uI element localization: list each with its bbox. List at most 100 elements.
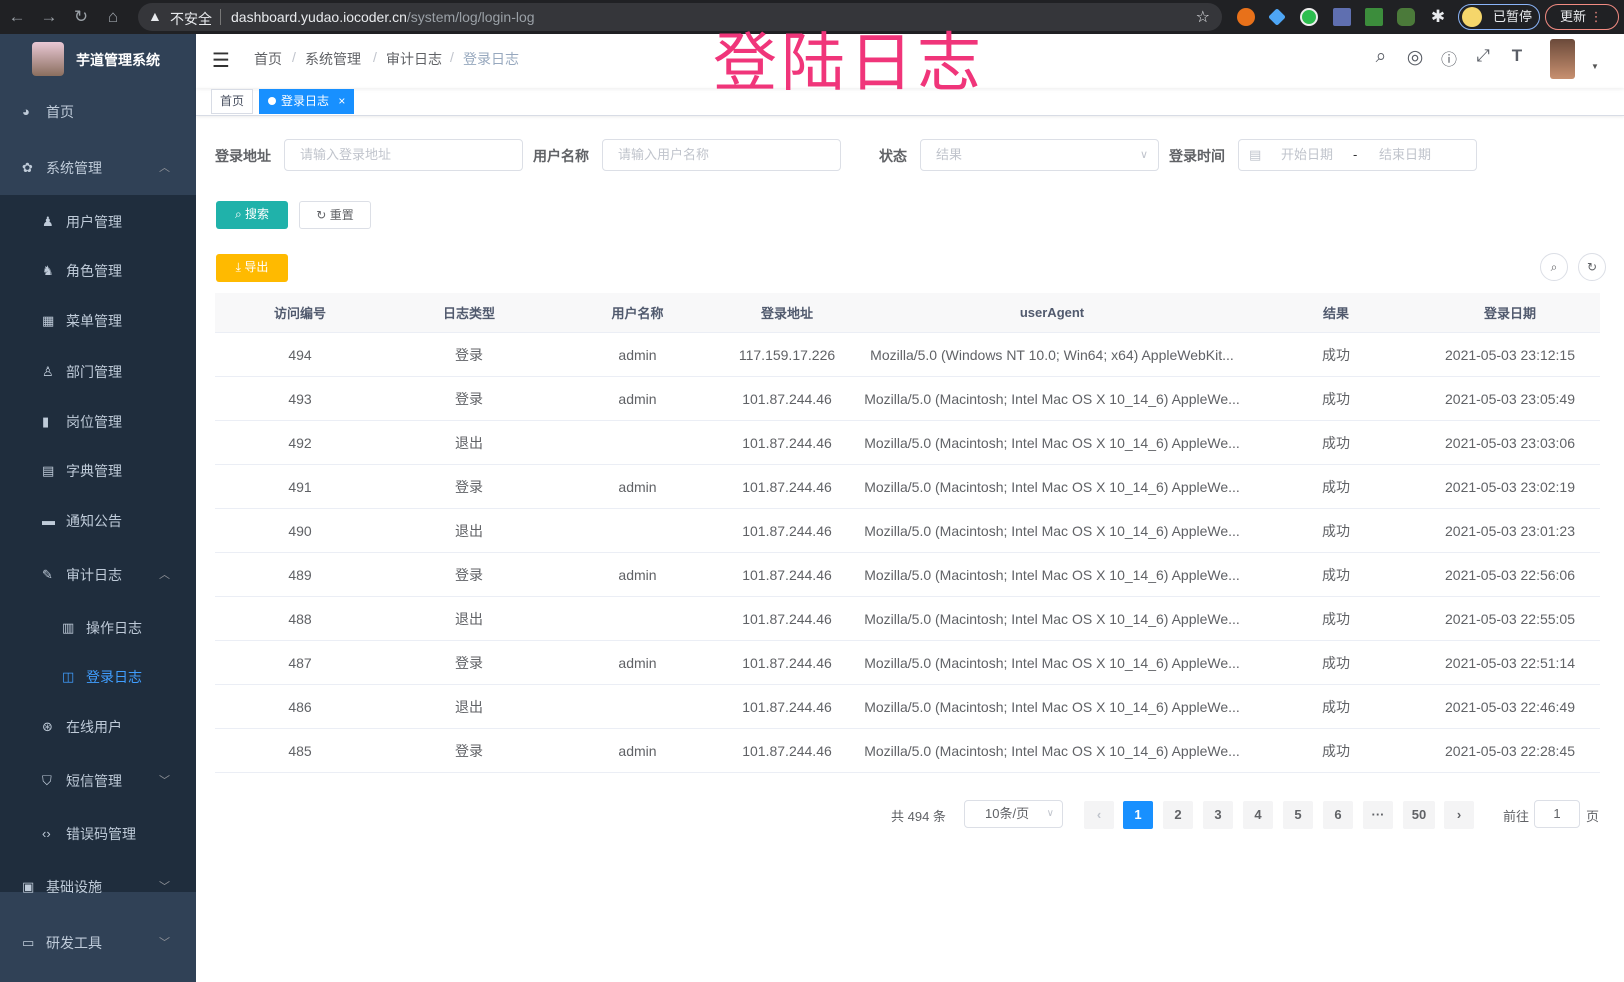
table-row[interactable]: 490 退出 101.87.244.46 Mozilla/5.0 (Macintosh… [215,509,1600,553]
fullscreen-icon[interactable]: ⤢ [1476,46,1490,65]
sidebar-item-label: 通知公告 [66,513,122,529]
username-input[interactable]: 请输入用户名称 [602,139,841,171]
search-icon[interactable]: ⌕ [1375,46,1387,67]
table-cell: Mozilla/5.0 (Macintosh; Intel Mac OS X 1… [864,434,1240,451]
sidebar-item[interactable]: ✿ 系统管理 ︿ [0,143,196,193]
sidebar-item[interactable]: ▣ 基础设施 ﹀ [0,862,196,912]
tag-home[interactable]: 首页 [211,89,254,114]
page-button[interactable]: 6 [1323,801,1353,829]
sidebar-item[interactable]: ◕ 首页 [0,87,196,137]
sidebar-item[interactable]: ▭ 研发工具 ﹀ [0,918,196,968]
table-cell: 491 [288,478,312,495]
sidebar-item[interactable]: ♞ 角色管理 [0,246,196,296]
close-icon[interactable]: × [338,94,346,108]
extension-icon[interactable] [1365,8,1383,26]
breadcrumb-system[interactable]: 系统管理 [305,51,361,67]
table-cell: 成功 [1322,566,1350,583]
sidebar-item[interactable]: ♙ 部门管理 [0,347,196,397]
table-cell: 2021-05-03 22:51:14 [1445,654,1575,671]
table-row[interactable]: 488 退出 101.87.244.46 Mozilla/5.0 (Macintosh… [215,597,1600,641]
home-icon[interactable]: ⌂ [107,7,119,26]
export-button[interactable]: ⤓ 导出 [216,254,288,282]
user-avatar[interactable] [1550,39,1575,79]
next-page-button[interactable]: › [1444,801,1474,829]
table-cell: Mozilla/5.0 (Macintosh; Intel Mac OS X 1… [864,654,1240,671]
page-button[interactable]: 1 [1123,801,1153,829]
page-button[interactable]: 4 [1243,801,1273,829]
table-cell: Mozilla/5.0 (Macintosh; Intel Mac OS X 1… [864,610,1240,627]
page-button[interactable]: 50 [1403,801,1435,829]
table-cell: 2021-05-03 23:03:06 [1445,434,1575,451]
table-row[interactable]: 492 退出 101.87.244.46 Mozilla/5.0 (Macintosh… [215,421,1600,465]
sidebar-item[interactable]: ▬ 通知公告 [0,496,196,546]
table-cell: admin [618,346,657,363]
extension-icon[interactable] [1237,8,1255,26]
table-row[interactable]: 493 登录 admin 101.87.244.46 Mozilla/5.0 (Maci… [215,377,1600,421]
table-cell: 2021-05-03 22:55:05 [1445,610,1575,627]
sidebar-item[interactable]: ⊛ 在线用户 [0,702,196,752]
page-button[interactable]: 5 [1283,801,1313,829]
puzzle-icon[interactable]: ✱ [1430,7,1446,26]
page-size-select[interactable]: 10条/页 ∨ [964,800,1063,828]
table-row[interactable]: 489 登录 admin 101.87.244.46 Mozilla/5.0 (Maci… [215,553,1600,597]
breadcrumb-home[interactable]: 首页 [254,51,282,67]
update-button[interactable]: 更新 ⋮ [1545,4,1619,30]
chevron-up-icon: ︿ [159,569,170,581]
prev-page-button[interactable]: ‹ [1084,801,1114,829]
sidebar-item[interactable]: ◫ 登录日志 [0,652,196,702]
back-icon[interactable]: ← [8,7,26,26]
table-row[interactable]: 485 登录 admin 101.87.244.46 Mozilla/5.0 (Maci… [215,729,1600,773]
refresh-button[interactable]: ↻ [1578,253,1606,281]
sidebar-item[interactable]: ▤ 字典管理 [0,446,196,496]
sidebar-item[interactable]: ▦ 菜单管理 [0,296,196,346]
address-bar[interactable]: ▲ 不安全 dashboard.yudao.iocoder.cn/system/… [138,3,1222,31]
table-row[interactable]: 487 登录 admin 101.87.244.46 Mozilla/5.0 (Maci… [215,641,1600,685]
table-cell: 退出 [455,698,483,715]
page-button[interactable]: ··· [1363,801,1393,829]
address-label: 登录地址 [215,148,271,164]
sidebar-item[interactable]: ▥ 操作日志 [0,603,196,653]
address-input[interactable]: 请输入登录地址 [284,139,523,171]
extension-icon[interactable] [1268,8,1286,26]
goto-page-input[interactable]: 1 [1534,800,1580,828]
bookmark-star-icon[interactable]: ☆ [1195,9,1210,26]
hamburger-icon[interactable]: ☰ [212,50,230,72]
font-size-icon[interactable]: T [1511,46,1523,65]
breadcrumb-audit[interactable]: 审计日志 [386,51,442,67]
table-cell: 486 [288,698,312,715]
forward-icon[interactable]: → [40,7,58,26]
reload-icon[interactable]: ↻ [73,7,89,26]
help-icon[interactable]: ⓘ [1440,52,1457,69]
table-cell: Mozilla/5.0 (Macintosh; Intel Mac OS X 1… [864,478,1240,495]
sidebar-item[interactable]: ♟ 用户管理 [0,197,196,247]
table-row[interactable]: 494 登录 admin 117.159.17.226 Mozilla/5.0 (Win… [215,333,1600,377]
page-button[interactable]: 3 [1203,801,1233,829]
status-select[interactable]: 结果 ∨ [920,139,1159,171]
table-cell: 101.87.244.46 [742,610,832,627]
sidebar-item[interactable]: ‹› 错误码管理 [0,809,196,859]
date-range-picker[interactable]: ▤ 开始日期 - 结束日期 [1238,139,1477,171]
calendar-icon: ▤ [1249,147,1262,162]
sidebar-item-label: 短信管理 [66,773,122,789]
toggle-search-button[interactable]: ⌕ [1540,253,1568,281]
table-row[interactable]: 491 登录 admin 101.87.244.46 Mozilla/5.0 (Maci… [215,465,1600,509]
sidebar-item[interactable]: ✎ 审计日志 ︿ [0,550,196,600]
profile-button[interactable]: 已暂停 [1458,4,1540,30]
page-suffix: 页 [1586,809,1600,824]
search-button[interactable]: ⌕ 搜索 [216,201,288,229]
page-button[interactable]: 2 [1163,801,1193,829]
form-icon: ▥ [62,620,75,635]
caret-down-icon[interactable]: ▼ [1591,62,1599,71]
extension-icon[interactable] [1300,8,1318,26]
gear-icon: ✿ [22,160,33,175]
table-row[interactable]: 486 退出 101.87.244.46 Mozilla/5.0 (Macintosh… [215,685,1600,729]
sidebar-item[interactable]: ⛉ 短信管理 ﹀ [0,756,196,806]
extension-icon[interactable] [1333,8,1351,26]
reset-button[interactable]: ↻ 重置 [299,201,371,229]
github-icon[interactable]: ◎ [1406,47,1424,68]
table-cell: 成功 [1322,522,1350,539]
tag-login-log[interactable]: 登录日志 × [259,89,355,114]
sidebar-item[interactable]: ▮ 岗位管理 [0,397,196,447]
extension-icon[interactable] [1397,8,1415,26]
goto-label: 前往 [1503,809,1530,824]
